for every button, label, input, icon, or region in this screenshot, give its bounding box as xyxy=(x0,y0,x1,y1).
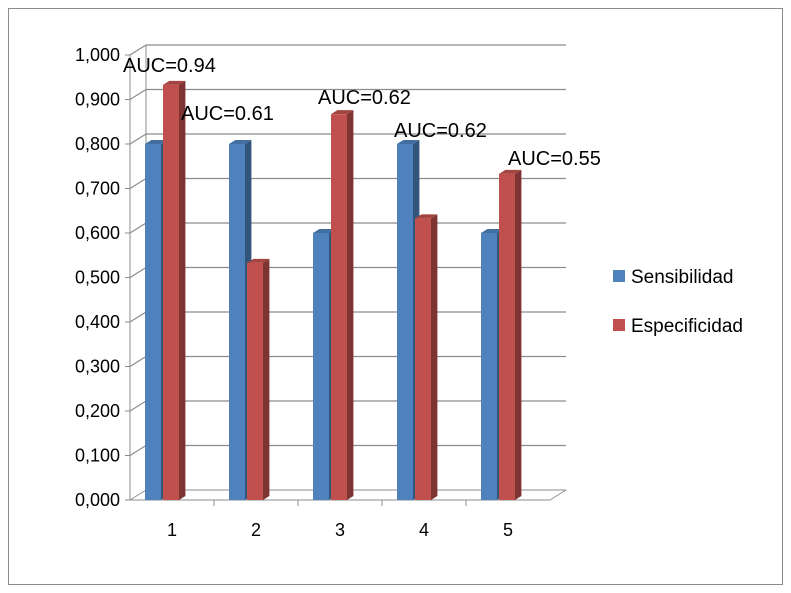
bar-top xyxy=(415,214,438,219)
bar-especificidad xyxy=(247,258,270,500)
legend-swatch xyxy=(613,319,625,331)
auc-annotation: AUC=0.62 xyxy=(394,120,487,142)
y-tick-label: 0,200 xyxy=(75,401,120,421)
y-tick-label: 0,700 xyxy=(75,179,120,199)
gridline-side xyxy=(129,177,147,190)
bar-top xyxy=(331,110,354,115)
y-tick-label: 0,000 xyxy=(75,490,120,510)
bar-front xyxy=(313,233,329,500)
gridline-side xyxy=(129,311,147,323)
bar-front xyxy=(247,262,263,500)
y-tick-label: 0,500 xyxy=(75,268,120,288)
bar-especificidad xyxy=(163,80,186,500)
auc-annotation: AUC=0.62 xyxy=(318,87,411,109)
bar-top xyxy=(145,140,168,144)
x-tick-label: 1 xyxy=(167,520,177,540)
bar-side xyxy=(347,110,354,500)
bar-front xyxy=(145,144,161,500)
gridline-side xyxy=(129,355,147,368)
x-tick-label: 3 xyxy=(335,520,345,540)
bar-front xyxy=(397,144,413,500)
bar-especificidad xyxy=(499,169,522,500)
auc-annotation: AUC=0.61 xyxy=(181,103,274,125)
gridline-side xyxy=(129,88,147,101)
y-tick-label: 0,600 xyxy=(75,223,120,243)
bar-top xyxy=(247,258,270,263)
y-tick-label: 0,400 xyxy=(75,312,120,332)
floor-right-edge xyxy=(549,489,567,501)
gridline-side xyxy=(129,133,147,145)
y-tick-label: 0,300 xyxy=(75,357,120,377)
auc-annotation: AUC=0.94 xyxy=(123,55,216,77)
bar-side xyxy=(515,169,522,500)
bar-front xyxy=(499,173,515,500)
y-tick-label: 0,800 xyxy=(75,134,120,154)
y-tick-label: 0,100 xyxy=(75,446,120,466)
bar-side xyxy=(431,214,438,500)
bar-top xyxy=(229,140,252,144)
y-tick-label: 0,900 xyxy=(75,90,120,110)
gridline-side xyxy=(129,222,147,234)
gridline-side xyxy=(129,444,147,457)
auc-annotation: AUC=0.55 xyxy=(508,148,601,170)
x-tick-label: 5 xyxy=(503,520,513,540)
y-axis-ticks: 0,000 0,100 0,200 0,300 0,400 0,500 0,600 0,700… xyxy=(75,45,120,510)
gridline-side xyxy=(129,266,147,279)
bar-side xyxy=(263,258,270,500)
x-axis-ticks: 1 2 3 4 5 xyxy=(167,520,513,540)
bar-front xyxy=(481,233,497,500)
bar-especificidad xyxy=(415,214,438,500)
legend: Sensibilidad Especificidad xyxy=(613,267,743,337)
bar-top xyxy=(499,169,522,174)
y-tick-label: 1,000 xyxy=(75,45,120,65)
annotations: AUC=0.94 AUC=0.61 AUC=0.62 AUC=0.62 AUC=0.55 xyxy=(123,55,601,170)
bars xyxy=(145,80,522,500)
bar-top xyxy=(481,229,504,233)
bar-side xyxy=(179,80,186,500)
bar-front xyxy=(331,114,347,500)
x-tick-label: 4 xyxy=(419,520,429,540)
bar-top xyxy=(313,229,336,233)
bar-top xyxy=(163,80,186,85)
chart-frame xyxy=(8,8,783,585)
gridline-side xyxy=(129,44,147,56)
legend-label: Sensibilidad xyxy=(631,267,733,288)
bar-front xyxy=(229,144,245,500)
floor-left-edge xyxy=(129,489,147,501)
bar-top xyxy=(397,140,420,144)
bar-front xyxy=(163,84,179,500)
bar-front xyxy=(415,218,431,500)
bar-especificidad xyxy=(331,110,354,500)
legend-swatch xyxy=(613,270,625,282)
x-tick-label: 2 xyxy=(251,520,261,540)
legend-label: Especificidad xyxy=(631,316,743,337)
gridline-side xyxy=(129,400,147,412)
